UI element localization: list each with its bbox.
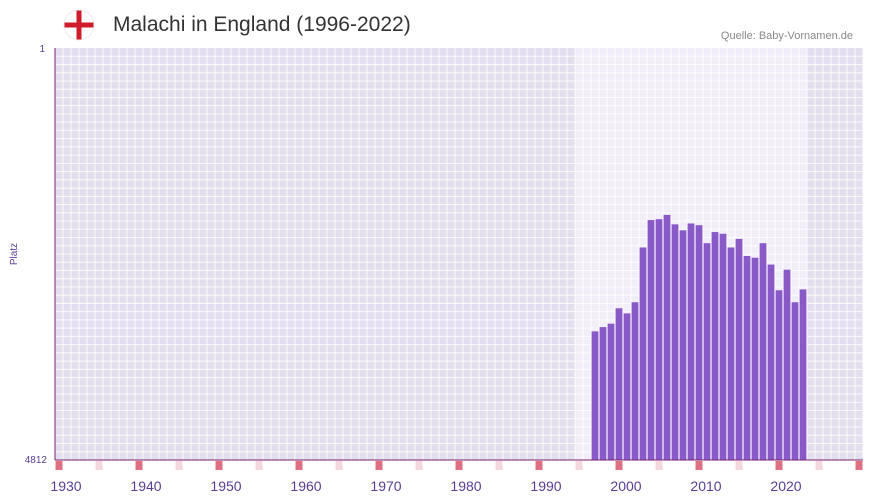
bar-2001[interactable] xyxy=(631,302,639,460)
year-marker-2024 xyxy=(815,461,823,470)
bar-1999[interactable] xyxy=(615,308,623,460)
x-tick-label-1990: 1990 xyxy=(530,478,561,494)
y-tick-label-top: 1 xyxy=(39,44,45,55)
bar-2013[interactable] xyxy=(727,247,735,460)
bar-2012[interactable] xyxy=(719,233,727,460)
bar-1996[interactable] xyxy=(591,331,599,460)
bar-2014[interactable] xyxy=(735,238,743,460)
year-marker-2019 xyxy=(775,461,783,470)
bar-2022[interactable] xyxy=(799,289,807,460)
x-tick-label-1970: 1970 xyxy=(370,478,401,494)
bar-2009[interactable] xyxy=(695,225,703,460)
x-tick-label-1950: 1950 xyxy=(210,478,241,494)
year-marker-1974 xyxy=(415,461,423,470)
year-marker-1939 xyxy=(135,461,143,470)
x-tick-label-2000: 2000 xyxy=(610,478,641,494)
year-marker-2004 xyxy=(655,461,663,470)
bar-2017[interactable] xyxy=(759,243,767,460)
bar-2016[interactable] xyxy=(751,257,759,460)
bar-2003[interactable] xyxy=(647,220,655,460)
bar-2000[interactable] xyxy=(623,313,631,460)
bar-2005[interactable] xyxy=(663,214,671,460)
chart-title: Malachi in England (1996-2022) xyxy=(113,13,411,36)
year-marker-1929 xyxy=(55,461,63,470)
year-marker-1989 xyxy=(535,461,543,470)
x-tick-label-1980: 1980 xyxy=(450,478,481,494)
bar-2021[interactable] xyxy=(791,302,799,460)
year-marker-2014 xyxy=(735,461,743,470)
x-tick-label-1940: 1940 xyxy=(130,478,161,494)
year-marker-1959 xyxy=(295,461,303,470)
y-axis-label: Platz xyxy=(9,243,20,265)
source-label[interactable]: Quelle: Baby-Vornamen.de xyxy=(720,30,853,42)
bar-2008[interactable] xyxy=(687,223,695,460)
year-marker-1964 xyxy=(335,461,343,470)
x-tick-label-2020: 2020 xyxy=(770,478,801,494)
x-tick-label-2010: 2010 xyxy=(690,478,721,494)
bar-2015[interactable] xyxy=(743,256,751,460)
year-marker-2029 xyxy=(855,461,863,470)
bar-series xyxy=(591,214,807,460)
year-marker-1944 xyxy=(175,461,183,470)
bar-1998[interactable] xyxy=(607,323,615,460)
y-tick-label-bottom: 4812 xyxy=(25,455,48,466)
chart-header: Malachi in England (1996-2022) Quelle: B… xyxy=(0,0,873,50)
bar-2006[interactable] xyxy=(671,224,679,460)
year-marker-2009 xyxy=(695,461,703,470)
bar-2020[interactable] xyxy=(783,269,791,460)
year-marker-1954 xyxy=(255,461,263,470)
decade-markers xyxy=(55,461,863,470)
year-marker-1969 xyxy=(375,461,383,470)
axes xyxy=(54,48,863,461)
year-marker-1999 xyxy=(615,461,623,470)
bar-2010[interactable] xyxy=(703,243,711,460)
year-marker-1934 xyxy=(95,461,103,470)
x-tick-label-1960: 1960 xyxy=(290,478,321,494)
year-marker-1984 xyxy=(495,461,503,470)
year-marker-1994 xyxy=(575,461,583,470)
bar-1997[interactable] xyxy=(599,327,607,460)
x-tick-label-1930: 1930 xyxy=(50,478,81,494)
bar-2004[interactable] xyxy=(655,219,663,460)
bar-2011[interactable] xyxy=(711,232,719,460)
bar-2018[interactable] xyxy=(767,264,775,460)
year-marker-1949 xyxy=(215,461,223,470)
year-marker-1979 xyxy=(455,461,463,470)
bar-2019[interactable] xyxy=(775,290,783,460)
axis-labels: 1930 1940 1950 1960 1970 1980 1990 2000 2010 2020… xyxy=(9,44,802,494)
england-flag-icon xyxy=(63,9,95,46)
bar-2002[interactable] xyxy=(639,247,647,460)
bar-2007[interactable] xyxy=(679,230,687,460)
